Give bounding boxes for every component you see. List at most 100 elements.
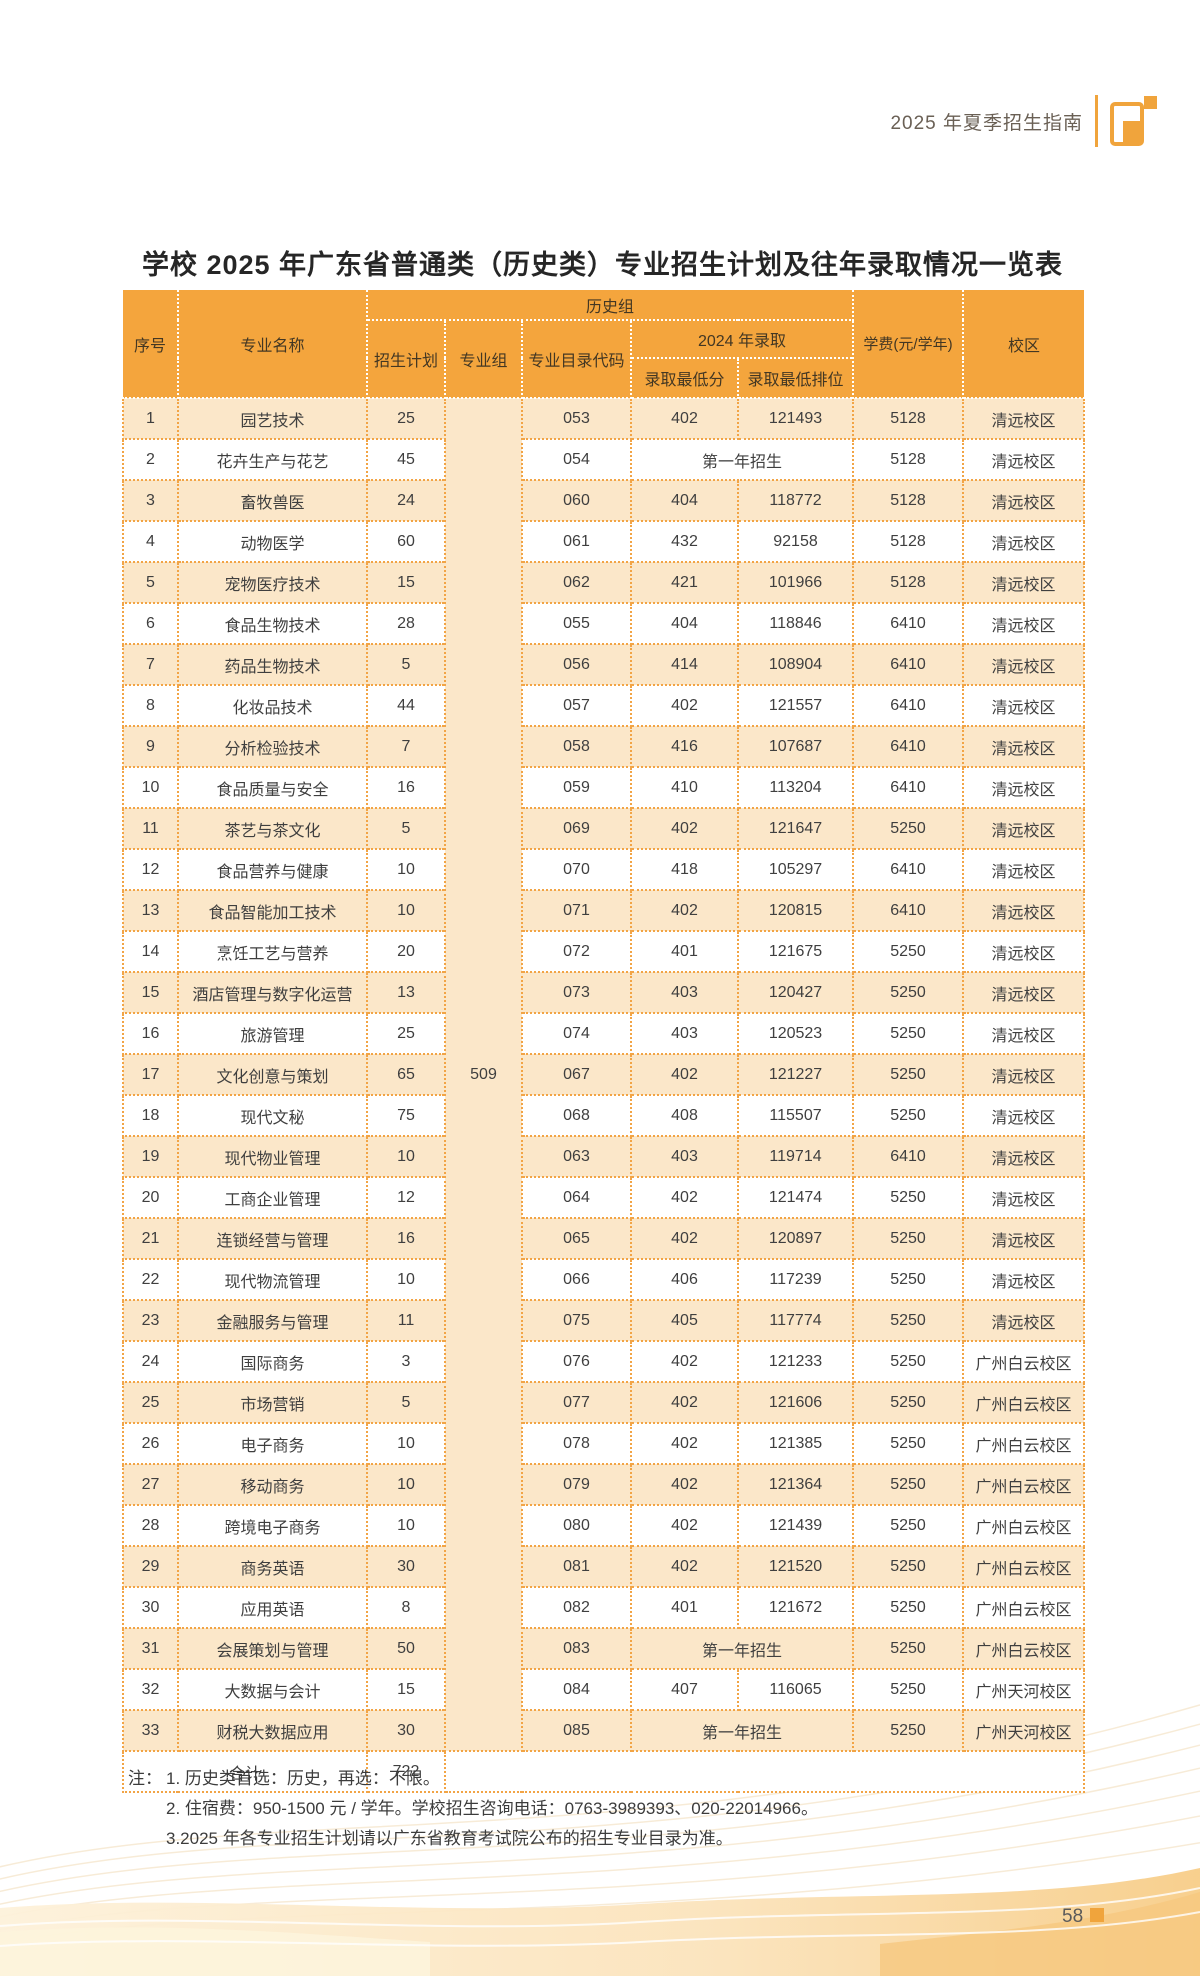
table-row: 6 食品生物技术 28 055 404 118846 6410 清远校区 [122, 602, 1086, 645]
cell-plan: 16 [366, 766, 446, 809]
cell-major: 商务英语 [177, 1545, 368, 1588]
cell-plan: 13 [366, 971, 446, 1014]
cell-min-rank: 121227 [736, 1053, 855, 1096]
cell-plan: 7 [366, 725, 446, 768]
cell-major: 现代物流管理 [177, 1258, 368, 1301]
cell-catalog-code: 064 [521, 1176, 632, 1219]
cell-plan: 5 [366, 1381, 446, 1424]
note-line-1: 1. 历史类首选：历史，再选：不限。 [166, 1769, 440, 1788]
cell-tuition: 5250 [852, 1627, 965, 1670]
table-row: 26 电子商务 10 078 402 121385 5250 广州白云校区 [122, 1422, 1086, 1465]
cell-min-score: 402 [630, 1381, 739, 1424]
table-row: 7 药品生物技术 5 056 414 108904 6410 清远校区 [122, 643, 1086, 686]
cell-catalog-code: 069 [521, 807, 632, 850]
cell-major: 金融服务与管理 [177, 1299, 368, 1342]
cell-no: 20 [122, 1176, 179, 1219]
cell-tuition: 6410 [852, 848, 965, 891]
header-catalog-code: 专业目录代码 [521, 319, 632, 399]
cell-major: 大数据与会计 [177, 1668, 368, 1711]
cell-min-rank: 121493 [736, 397, 855, 440]
header-plan: 招生计划 [366, 319, 446, 399]
header-min-score: 录取最低分 [630, 357, 739, 399]
cell-tuition: 6410 [852, 889, 965, 932]
cell-catalog-code: 083 [521, 1627, 632, 1670]
cell-min-rank: 118846 [736, 602, 855, 645]
cell-min-rank: 120523 [736, 1012, 855, 1055]
cell-tuition: 5250 [852, 1586, 965, 1629]
cell-tuition: 5128 [852, 520, 965, 563]
note-line-3: 3.2025 年各专业招生计划请以广东省教育考试院公布的招生专业目录为准。 [166, 1829, 733, 1848]
cell-major: 旅游管理 [177, 1012, 368, 1055]
table-row: 12 食品营养与健康 10 070 418 105297 6410 清远校区 [122, 848, 1086, 891]
page-header: 2025 年夏季招生指南 [890, 92, 1160, 150]
cell-catalog-code: 059 [521, 766, 632, 809]
cell-catalog-code: 060 [521, 479, 632, 522]
cell-tuition: 5250 [852, 1668, 965, 1711]
cell-min-rank: 119714 [736, 1135, 855, 1178]
cell-plan: 10 [366, 1504, 446, 1547]
cell-min-score: 408 [630, 1094, 739, 1137]
cell-tuition: 5128 [852, 479, 965, 522]
table-row: 11 茶艺与茶文化 5 069 402 121647 5250 清远校区 [122, 807, 1086, 850]
cell-tuition: 5250 [852, 807, 965, 850]
cell-catalog-code: 061 [521, 520, 632, 563]
cell-campus: 广州天河校区 [962, 1709, 1086, 1752]
cell-catalog-code: 067 [521, 1053, 632, 1096]
notes: 注： 1. 历史类首选：历史，再选：不限。 2. 住宿费：950-1500 元 … [128, 1764, 1078, 1854]
cell-catalog-code: 062 [521, 561, 632, 604]
cell-catalog-code: 071 [521, 889, 632, 932]
table-row: 8 化妆品技术 44 057 402 121557 6410 清远校区 [122, 684, 1086, 727]
cell-campus: 广州白云校区 [962, 1627, 1086, 1670]
cell-no: 10 [122, 766, 179, 809]
cell-plan: 50 [366, 1627, 446, 1670]
cell-min-rank: 121557 [736, 684, 855, 727]
cell-major: 食品质量与安全 [177, 766, 368, 809]
cell-major: 移动商务 [177, 1463, 368, 1506]
cell-campus: 清远校区 [962, 1299, 1086, 1342]
cell-no: 9 [122, 725, 179, 768]
cell-plan: 20 [366, 930, 446, 973]
cell-major: 食品智能加工技术 [177, 889, 368, 932]
table-row: 14 烹饪工艺与营养 20 072 401 121675 5250 清远校区 [122, 930, 1086, 973]
cell-no: 28 [122, 1504, 179, 1547]
cell-min-rank: 121385 [736, 1422, 855, 1465]
cell-min-rank: 121647 [736, 807, 855, 850]
cell-plan: 10 [366, 1258, 446, 1301]
cell-major: 动物医学 [177, 520, 368, 563]
cell-no: 15 [122, 971, 179, 1014]
cell-tuition: 5250 [852, 1094, 965, 1137]
cell-tuition: 5250 [852, 1176, 965, 1219]
cell-campus: 清远校区 [962, 1053, 1086, 1096]
table-row: 3 畜牧兽医 24 060 404 118772 5128 清远校区 [122, 479, 1086, 522]
cell-catalog-code: 077 [521, 1381, 632, 1424]
cell-min-score: 432 [630, 520, 739, 563]
header-tuition: 学费(元/学年) [852, 290, 965, 399]
cell-first-year: 第一年招生 [629, 1627, 855, 1670]
cell-major: 国际商务 [177, 1340, 368, 1383]
cell-min-rank: 121606 [736, 1381, 855, 1424]
cell-major: 财税大数据应用 [177, 1709, 368, 1752]
cell-catalog-code: 084 [521, 1668, 632, 1711]
cell-min-rank: 121233 [736, 1340, 855, 1383]
table-row: 17 文化创意与策划 65 067 402 121227 5250 清远校区 [122, 1053, 1086, 1096]
cell-min-score: 404 [630, 479, 739, 522]
cell-major: 跨境电子商务 [177, 1504, 368, 1547]
header-row-1: 序号 专业名称 历史组 学费(元/学年) 校区 [123, 290, 1085, 399]
cell-tuition: 5250 [852, 1258, 965, 1301]
cell-no: 1 [122, 397, 179, 440]
cell-catalog-code: 079 [521, 1463, 632, 1506]
cell-major: 电子商务 [177, 1422, 368, 1465]
cell-catalog-code: 055 [521, 602, 632, 645]
cell-min-score: 402 [630, 1176, 739, 1219]
cell-tuition: 5250 [852, 1463, 965, 1506]
cell-catalog-code: 065 [521, 1217, 632, 1260]
cell-plan: 8 [366, 1586, 446, 1629]
cell-campus: 清远校区 [962, 561, 1086, 604]
cell-min-rank: 120427 [736, 971, 855, 1014]
cell-campus: 清远校区 [962, 1258, 1086, 1301]
cell-tuition: 5250 [852, 1217, 965, 1260]
notes-prefix: 注： [128, 1769, 162, 1788]
cell-tuition: 6410 [852, 725, 965, 768]
table-row: 2 花卉生产与花艺 45 054 第一年招生 5128 清远校区 [122, 438, 1086, 481]
